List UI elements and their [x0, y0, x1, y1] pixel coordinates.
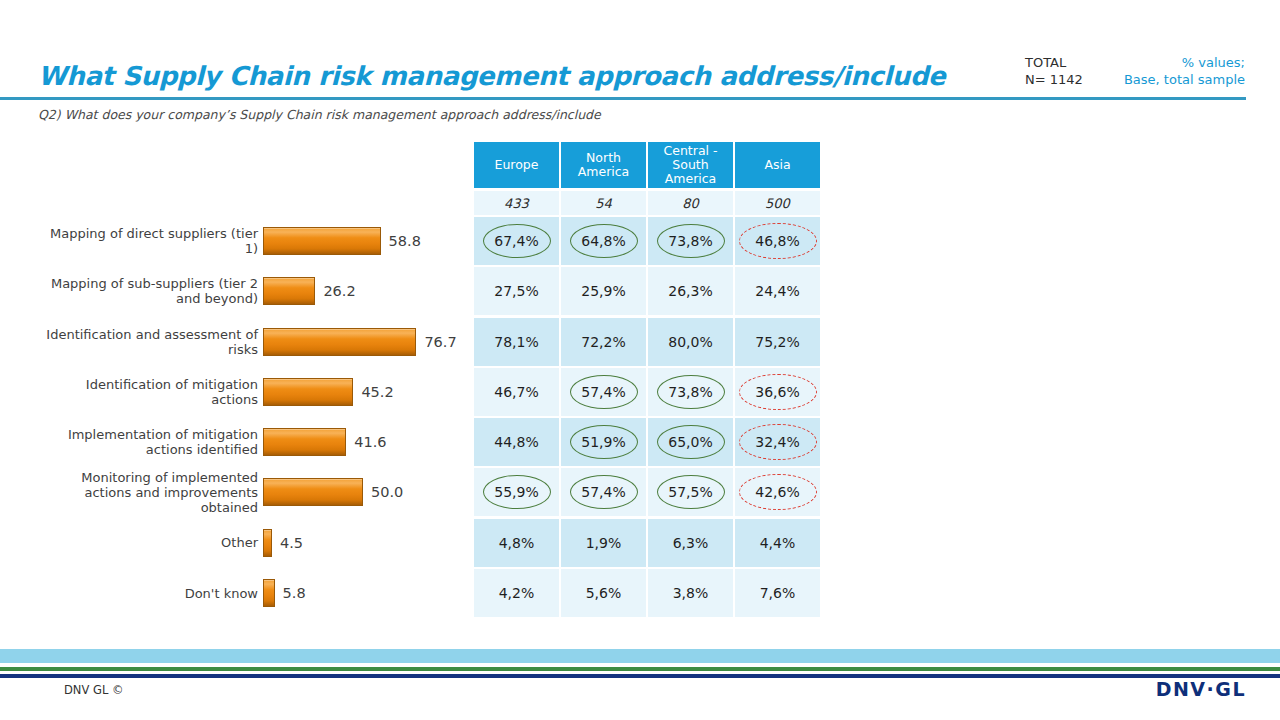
table-cell-value: 67,4%: [483, 224, 551, 258]
bar-row: Other 4.5: [38, 519, 478, 567]
question-text: Q2) What does your company’s Supply Chai…: [38, 107, 601, 122]
table-cell-value: 4,8%: [490, 528, 544, 558]
table-cell-value: 25,9%: [577, 276, 631, 306]
bar: [263, 277, 315, 305]
table-cell-value: 51,9%: [570, 425, 638, 459]
total-label: TOTAL: [1025, 54, 1083, 71]
base-value: 80: [648, 191, 733, 215]
bar-value: 45.2: [361, 384, 393, 400]
bar-value: 5.8: [283, 585, 306, 601]
category-label: Mapping of direct suppliers (tier 1): [38, 226, 258, 256]
table-cell-value: 57,4%: [570, 375, 638, 409]
table-row: 55,9% 57,4% 57,5% 42,6%: [474, 468, 820, 516]
bar-value: 26.2: [323, 283, 355, 299]
bar-value: 41.6: [354, 434, 386, 450]
table-cell-value: 80,0%: [664, 327, 718, 357]
table-header-row: Europe North America Central - South Ame…: [474, 142, 820, 188]
title-underline: [0, 97, 1246, 100]
slide: What Supply Chain risk management approa…: [0, 0, 1280, 720]
table-row: 67,4% 64,8% 73,8% 46,8%: [474, 217, 820, 265]
table-cell-value: 24,4%: [751, 276, 805, 306]
category-label: Identification of mitigation actions: [38, 377, 258, 407]
table-cell-value: 78,1%: [490, 327, 544, 357]
bar: [263, 529, 272, 557]
table-cell-value: 1,9%: [577, 528, 631, 558]
table-row: 27,5% 25,9% 26,3% 24,4%: [474, 267, 820, 315]
bar-row: Mapping of sub-suppliers (tier 2 and bey…: [38, 267, 478, 315]
table-cell-value: 72,2%: [577, 327, 631, 357]
bar-value: 58.8: [389, 233, 421, 249]
table-row: 4,2% 5,6% 3,8% 7,6%: [474, 569, 820, 617]
table-cell-value: 57,5%: [657, 475, 725, 509]
column-header: North America: [561, 142, 646, 188]
table-cell-value: 3,8%: [664, 578, 718, 608]
table-cell-value: 73,8%: [657, 224, 725, 258]
table-cell-value: 5,6%: [577, 578, 631, 608]
bar: [263, 378, 353, 406]
table-cell-value: 26,3%: [664, 276, 718, 306]
bar-row: Don't know 5.8: [38, 569, 478, 617]
table-cell-value: 27,5%: [490, 276, 544, 306]
column-header: Asia: [735, 142, 820, 188]
dnv-gl-logo: DNV·GL: [1156, 678, 1246, 700]
table-cell-value: 73,8%: [657, 375, 725, 409]
table-cell-value: 4,4%: [751, 528, 805, 558]
table-cell-value: 55,9%: [483, 475, 551, 509]
category-label: Don't know: [38, 586, 258, 601]
column-header: Europe: [474, 142, 559, 188]
table-row: 78,1% 72,2% 80,0% 75,2%: [474, 318, 820, 366]
table-base-row: 433 54 80 500: [474, 191, 820, 215]
bar-chart: Mapping of direct suppliers (tier 1) 58.…: [38, 217, 478, 619]
values-note: % values; Base, total sample: [1124, 54, 1245, 88]
bar-value: 4.5: [280, 535, 303, 551]
bar-row: Identification of mitigation actions 45.…: [38, 368, 478, 416]
category-label: Identification and assessment of risks: [38, 327, 258, 357]
values-note-line1: % values;: [1124, 54, 1245, 71]
column-header: Central - South America: [648, 142, 733, 188]
copyright-text: DNV GL ©: [64, 683, 123, 697]
base-value: 433: [474, 191, 559, 215]
bar-row: Identification and assessment of risks 7…: [38, 318, 478, 366]
table-cell-value: 42,6%: [739, 474, 817, 510]
footer-stripe-lightblue: [0, 649, 1280, 663]
table-cell-value: 64,8%: [570, 224, 638, 258]
table-row: 44,8% 51,9% 65,0% 32,4%: [474, 418, 820, 466]
table-cell-value: 46,8%: [739, 223, 817, 259]
footer-stripe-navy: [0, 674, 1280, 679]
total-sample-block: TOTAL N= 1142: [1025, 54, 1083, 88]
table-cell-value: 6,3%: [664, 528, 718, 558]
regional-table: Europe North America Central - South Ame…: [474, 142, 820, 619]
table-cell-value: 57,4%: [570, 475, 638, 509]
bar-row: Mapping of direct suppliers (tier 1) 58.…: [38, 217, 478, 265]
page-title: What Supply Chain risk management approa…: [38, 61, 1018, 91]
bar-row: Monitoring of implemented actions and im…: [38, 468, 478, 516]
category-label: Implementation of mitigation actions ide…: [38, 427, 258, 457]
base-value: 500: [735, 191, 820, 215]
table-row: 46,7% 57,4% 73,8% 36,6%: [474, 368, 820, 416]
bar: [263, 428, 346, 456]
table-cell-value: 44,8%: [490, 427, 544, 457]
table-cell-value: 46,7%: [490, 377, 544, 407]
table-cell-value: 36,6%: [739, 374, 817, 410]
footer-stripe-green: [0, 667, 1280, 672]
table-cell-value: 75,2%: [751, 327, 805, 357]
bar-value: 76.7: [424, 334, 456, 350]
category-label: Mapping of sub-suppliers (tier 2 and bey…: [38, 276, 258, 306]
table-cell-value: 7,6%: [751, 578, 805, 608]
bar: [263, 579, 275, 607]
bar-value: 50.0: [371, 484, 403, 500]
category-label: Other: [38, 535, 258, 550]
bar: [263, 478, 363, 506]
base-value: 54: [561, 191, 646, 215]
total-n: N= 1142: [1025, 71, 1083, 88]
category-label: Monitoring of implemented actions and im…: [38, 470, 258, 515]
values-note-line2: Base, total sample: [1124, 71, 1245, 88]
table-row: 4,8% 1,9% 6,3% 4,4%: [474, 519, 820, 567]
bar: [263, 227, 381, 255]
bar: [263, 328, 416, 356]
table-cell-value: 4,2%: [490, 578, 544, 608]
table-cell-value: 65,0%: [657, 425, 725, 459]
table-cell-value: 32,4%: [739, 424, 817, 460]
bar-row: Implementation of mitigation actions ide…: [38, 418, 478, 466]
